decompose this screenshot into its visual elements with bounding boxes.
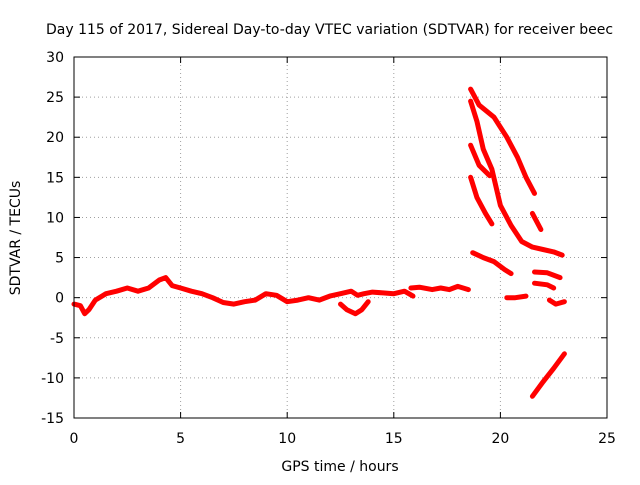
x-tick-label: 10	[278, 431, 296, 447]
y-tick-label: 5	[55, 251, 64, 267]
y-axis-label: SDTVAR / TECUs	[8, 181, 24, 296]
series-line-arc-g	[532, 269, 563, 281]
chart-title: Day 115 of 2017, Sidereal Day-to-day VTE…	[46, 22, 613, 38]
y-tick-label: 10	[46, 210, 64, 226]
y-tick-label: -15	[41, 411, 64, 427]
x-tick-label: 20	[491, 431, 509, 447]
series-line-arc-e	[470, 250, 514, 277]
x-tick-label: 15	[385, 431, 403, 447]
y-tick-label: 15	[46, 170, 64, 186]
series-line-baseline	[71, 275, 416, 317]
series-line-arc-d	[468, 174, 495, 227]
y-tick-label: 25	[46, 90, 64, 106]
series-line-arc-f	[529, 210, 544, 232]
y-tick-label: 0	[55, 291, 64, 307]
series-line-arc-b	[468, 98, 565, 258]
series-line-late-baseline	[408, 283, 471, 293]
y-tick-label: 30	[46, 50, 64, 66]
series-line-arc-j	[546, 297, 567, 307]
series-line-arc-a	[468, 86, 537, 196]
y-tick-label: 20	[46, 130, 64, 146]
series-line-arc-k	[529, 351, 567, 399]
y-tick-label: -5	[50, 331, 64, 347]
x-axis-label: GPS time / hours	[281, 459, 398, 475]
plot-frame	[73, 56, 608, 419]
series-line-arc-c	[468, 142, 493, 179]
series-line-arc-h	[532, 280, 557, 291]
series-line-dip-13h	[338, 299, 371, 317]
series-layer	[71, 86, 567, 399]
tick-layer: -15 -10 -5 0 5 10 15 20 25 30 0 5 10 15 20 25	[41, 50, 616, 447]
x-tick-label: 25	[598, 431, 616, 447]
series-line-arc-i	[504, 293, 529, 301]
x-tick-label: 0	[70, 431, 79, 447]
grid-layer	[74, 57, 607, 418]
x-tick-label: 5	[176, 431, 185, 447]
y-tick-label: -10	[41, 371, 64, 387]
